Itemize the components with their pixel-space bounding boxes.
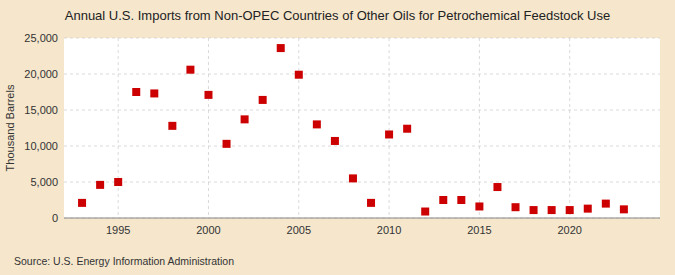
point — [313, 120, 321, 128]
point — [114, 178, 122, 186]
x-tick-label: 2010 — [377, 224, 401, 236]
y-tick-label: 5,000 — [30, 176, 58, 188]
point — [150, 89, 158, 97]
y-tick-label: 10,000 — [24, 140, 58, 152]
y-tick-label: 25,000 — [24, 32, 58, 44]
point — [367, 199, 375, 207]
point — [132, 88, 140, 96]
chart-container: 0 5,000 10,000 15,000 20,000 25,000 1995 2000 20… — [0, 0, 675, 275]
point — [168, 122, 176, 130]
x-grid-line — [118, 38, 119, 218]
y-grid-line — [64, 218, 660, 219]
point — [620, 205, 628, 213]
x-grid-line — [479, 38, 480, 218]
plot-background — [64, 38, 660, 218]
point — [475, 202, 483, 210]
y-grid-line — [64, 110, 660, 111]
y-grid-line — [64, 146, 660, 147]
point — [277, 44, 285, 52]
point — [96, 181, 104, 189]
source-note: Source: U.S. Energy Information Administ… — [14, 255, 234, 267]
point — [349, 174, 357, 182]
x-tick-label: 2005 — [287, 224, 311, 236]
point — [566, 206, 574, 214]
point — [403, 125, 411, 133]
y-axis-label: Thousand Barrels — [4, 84, 16, 171]
grid — [64, 38, 660, 218]
point — [512, 203, 520, 211]
background — [0, 0, 675, 275]
y-grid-line — [64, 74, 660, 75]
x-tick-label: 2020 — [557, 224, 581, 236]
x-tick-label: 2000 — [196, 224, 220, 236]
point — [186, 66, 194, 74]
y-tick-label: 0 — [52, 212, 58, 224]
point — [548, 206, 556, 214]
x-axis-line — [64, 218, 660, 219]
chart-svg: 0 5,000 10,000 15,000 20,000 25,000 1995 2000 20… — [0, 0, 675, 275]
point — [241, 115, 249, 123]
x-grid-line — [208, 38, 209, 218]
point — [457, 196, 465, 204]
y-tick-label: 15,000 — [24, 104, 58, 116]
y-grid-line — [64, 182, 660, 183]
point — [602, 200, 610, 208]
point — [439, 196, 447, 204]
point — [331, 137, 339, 145]
y-tick-label: 20,000 — [24, 68, 58, 80]
y-grid-line — [64, 38, 660, 39]
point — [421, 208, 429, 216]
x-grid-line — [389, 38, 390, 218]
title: Annual U.S. Imports from Non-OPEC Countr… — [65, 8, 610, 23]
x-grid-line — [298, 38, 299, 218]
x-tick-label: 2015 — [467, 224, 491, 236]
point — [530, 206, 538, 214]
point — [385, 130, 393, 138]
point — [295, 71, 303, 79]
point — [223, 140, 231, 148]
points — [78, 44, 628, 215]
x-tick-label: 1995 — [106, 224, 130, 236]
point — [584, 205, 592, 213]
point — [78, 199, 86, 207]
point — [259, 96, 267, 104]
point — [493, 183, 501, 191]
point — [204, 91, 212, 99]
x-grid-line — [569, 38, 570, 218]
